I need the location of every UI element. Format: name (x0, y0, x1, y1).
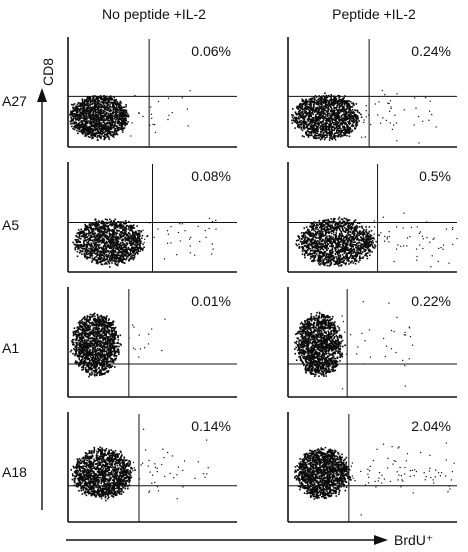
percent-label: 0.06% (191, 43, 231, 59)
panel-a5-peptide: 0.5% (287, 162, 458, 273)
panel-grid: 0.06% 0.24% 0.08% 0.5% 0.01% 0.22% 0.14% 2.04% (67, 37, 458, 523)
event-cluster (294, 442, 455, 516)
panel-a27-no-peptide: 0.06% (67, 37, 237, 148)
event-cluster (294, 301, 414, 390)
panel-a18-no-peptide: 0.14% (67, 412, 237, 523)
panel-a1-peptide: 0.22% (287, 287, 457, 398)
percent-label: 0.08% (191, 168, 231, 184)
percent-label: 0.24% (411, 43, 451, 59)
panel-a18-peptide: 2.04% (287, 412, 457, 523)
percent-label: 0.01% (191, 293, 231, 309)
column-header-no-peptide: No peptide +IL-2 (102, 6, 206, 22)
event-cluster (69, 312, 166, 378)
event-cluster (69, 90, 191, 141)
percent-label: 0.5% (419, 168, 451, 184)
panel-a5-no-peptide: 0.08% (67, 162, 237, 273)
row-label-a5: A5 (2, 217, 19, 233)
row-label-a18: A18 (2, 464, 27, 480)
percent-label: 0.14% (191, 418, 231, 434)
brdu-axis-arrow (66, 535, 388, 545)
column-header-peptide: Peptide +IL-2 (332, 6, 416, 22)
row-label-a27: A27 (2, 93, 27, 109)
cd8-axis-arrow (37, 88, 47, 510)
panel-a27-peptide: 0.24% (287, 37, 457, 148)
percent-label: 0.22% (411, 293, 451, 309)
panel-a1-no-peptide: 0.01% (67, 287, 237, 398)
percent-label: 2.04% (411, 418, 451, 434)
brdu-axis-label: BrdU⁺ (394, 532, 433, 548)
event-cluster (70, 428, 209, 502)
event-cluster (295, 212, 458, 268)
event-cluster (72, 217, 217, 268)
cd8-axis-label: CD8 (40, 58, 56, 86)
event-cluster (291, 89, 437, 144)
row-label-a1: A1 (2, 340, 19, 356)
